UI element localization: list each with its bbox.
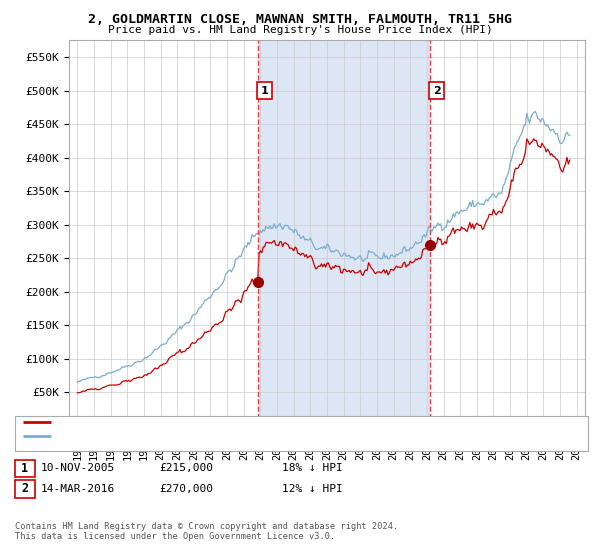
Text: 2: 2 bbox=[21, 482, 28, 496]
Text: £215,000: £215,000 bbox=[159, 463, 213, 473]
Text: 14-MAR-2016: 14-MAR-2016 bbox=[41, 484, 115, 494]
Text: £270,000: £270,000 bbox=[159, 484, 213, 494]
Text: 10-NOV-2005: 10-NOV-2005 bbox=[41, 463, 115, 473]
Text: Price paid vs. HM Land Registry's House Price Index (HPI): Price paid vs. HM Land Registry's House … bbox=[107, 25, 493, 35]
Text: 2, GOLDMARTIN CLOSE, MAWNAN SMITH, FALMOUTH, TR11 5HG: 2, GOLDMARTIN CLOSE, MAWNAN SMITH, FALMO… bbox=[88, 13, 512, 26]
Text: HPI: Average price, detached house, Cornwall: HPI: Average price, detached house, Corn… bbox=[55, 431, 319, 441]
Text: 18% ↓ HPI: 18% ↓ HPI bbox=[282, 463, 343, 473]
Text: 1: 1 bbox=[21, 461, 28, 475]
Bar bbox=[258, 40, 430, 426]
Text: 12% ↓ HPI: 12% ↓ HPI bbox=[282, 484, 343, 494]
Text: 2, GOLDMARTIN CLOSE, MAWNAN SMITH, FALMOUTH, TR11 5HG (detached house): 2, GOLDMARTIN CLOSE, MAWNAN SMITH, FALMO… bbox=[55, 417, 475, 427]
Text: Contains HM Land Registry data © Crown copyright and database right 2024.
This d: Contains HM Land Registry data © Crown c… bbox=[15, 522, 398, 542]
Text: 1: 1 bbox=[261, 86, 269, 96]
Text: 2: 2 bbox=[433, 86, 440, 96]
